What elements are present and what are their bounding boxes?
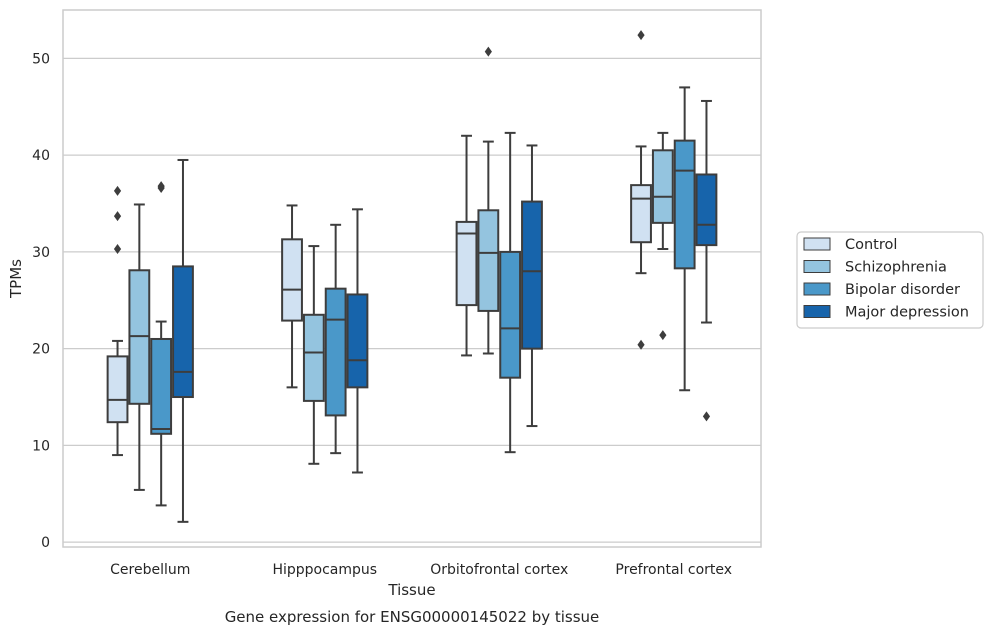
box-body xyxy=(302,313,325,402)
box-body xyxy=(477,209,500,312)
box-body xyxy=(695,173,718,247)
y-tick-label: 50 xyxy=(32,51,50,67)
box-major-depression xyxy=(172,158,194,523)
x-tick-labels: Cerebellum Hipppocampus Orbitofrontal cort… xyxy=(110,562,732,578)
legend-frame xyxy=(796,231,984,329)
x-tick-label: Prefrontal cortex xyxy=(615,562,732,578)
box-body xyxy=(324,287,347,417)
x-tick-label: Orbitofrontal cortex xyxy=(430,562,568,578)
box-bipolar-disorder xyxy=(324,223,347,455)
box-major-depression xyxy=(346,208,369,474)
box-body xyxy=(150,337,173,435)
plot-frame xyxy=(62,9,762,548)
box-layer xyxy=(106,30,718,523)
box-schizophrenia xyxy=(651,131,674,341)
box-control xyxy=(281,204,303,389)
outlier-point xyxy=(659,330,667,341)
y-tick-label: 40 xyxy=(32,148,50,164)
box-body xyxy=(673,139,696,270)
chart-caption: Gene expression for ENSG00000145022 by t… xyxy=(225,608,600,626)
box-major-depression xyxy=(695,99,718,422)
legend-label: Control xyxy=(845,237,897,253)
y-axis-label: TPMs xyxy=(7,259,25,299)
box-bipolar-disorder xyxy=(499,131,522,454)
outlier-point xyxy=(637,339,645,350)
box-schizophrenia xyxy=(477,46,500,355)
y-tick-label: 0 xyxy=(41,535,50,551)
box-bipolar-disorder xyxy=(150,181,173,507)
legend-swatch xyxy=(803,237,831,251)
box-bipolar-disorder xyxy=(673,86,696,392)
legend-swatch xyxy=(803,282,831,296)
box-control xyxy=(455,134,478,357)
box-body xyxy=(455,220,478,307)
outlier-point xyxy=(702,411,711,422)
x-tick-label: Cerebellum xyxy=(110,562,190,578)
outlier-point xyxy=(113,243,122,254)
outlier-point xyxy=(637,30,645,41)
x-axis-label: Tissue xyxy=(387,581,435,599)
legend-label: Schizophrenia xyxy=(845,260,947,276)
box-body xyxy=(346,293,369,389)
box-schizophrenia xyxy=(302,245,325,465)
box-body xyxy=(172,265,194,399)
box-body xyxy=(651,149,674,224)
legend-swatch xyxy=(803,260,831,273)
legend-swatch xyxy=(803,305,831,318)
outlier-point xyxy=(113,185,122,196)
y-tick-label: 30 xyxy=(32,245,50,261)
box-body xyxy=(521,200,543,350)
box-body xyxy=(630,184,652,244)
box-control xyxy=(106,185,129,457)
y-tick-label: 10 xyxy=(32,438,50,454)
legend: Control Schizophrenia Bipolar disorder Majo… xyxy=(796,231,984,329)
outlier-point xyxy=(113,211,122,222)
outlier-point xyxy=(484,46,492,57)
box-body xyxy=(499,250,522,379)
x-tick-label: Hipppocampus xyxy=(272,562,377,578)
box-major-depression xyxy=(521,144,543,428)
legend-label: Bipolar disorder xyxy=(845,282,960,298)
y-tick-labels: 0 10 20 30 40 50 xyxy=(32,51,50,551)
y-tick-label: 20 xyxy=(32,342,50,358)
box-schizophrenia xyxy=(128,203,151,491)
grid-lines xyxy=(63,57,761,543)
box-control xyxy=(630,30,652,350)
box-body xyxy=(106,355,129,424)
outlier-point xyxy=(157,181,165,192)
box-body xyxy=(281,238,303,322)
legend-label: Major depression xyxy=(845,305,969,321)
